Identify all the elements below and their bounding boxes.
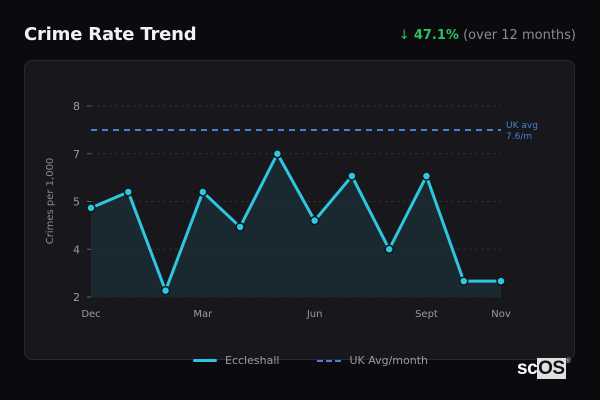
data-point xyxy=(235,222,245,232)
x-tick-label: Sept xyxy=(415,309,438,320)
data-point xyxy=(198,187,208,197)
change-indicator: ↓ 47.1% (over 12 months) xyxy=(399,28,576,43)
data-point xyxy=(123,187,134,197)
y-tick-label: 5 xyxy=(73,196,80,209)
legend-line-swatch-icon xyxy=(193,359,217,362)
page-title: Crime Rate Trend xyxy=(24,24,197,45)
legend-dashed-swatch-icon xyxy=(317,359,342,362)
data-point xyxy=(496,276,506,286)
legend-series-label[interactable]: Eccleshall xyxy=(225,354,280,367)
down-arrow-icon: ↓ xyxy=(398,28,410,43)
x-tick-label: Nov xyxy=(491,309,511,320)
y-tick-label: 7 xyxy=(73,148,80,161)
x-tick-label: Dec xyxy=(81,309,100,320)
change-percent: 47.1% xyxy=(413,28,459,43)
y-tick-label: 8 xyxy=(73,100,80,113)
data-point xyxy=(86,203,96,213)
x-tick-label: Mar xyxy=(193,309,213,320)
data-point xyxy=(272,149,283,159)
legend-avg-label[interactable]: UK Avg/month xyxy=(349,354,428,367)
data-point xyxy=(384,244,394,254)
data-point xyxy=(309,215,320,226)
data-point xyxy=(458,276,469,286)
area-fill xyxy=(91,153,501,297)
x-tick-label: Jun xyxy=(306,309,323,320)
y-axis-label: Crimes per 1,000 xyxy=(45,158,56,245)
uk-avg-annotation: UK avg xyxy=(506,121,538,131)
chart-legend: Eccleshall UK Avg/month xyxy=(193,354,428,367)
change-note: (over 12 months) xyxy=(463,28,576,43)
data-point xyxy=(421,171,432,181)
y-tick-label: 4 xyxy=(73,243,80,256)
series-line xyxy=(90,152,501,293)
scos-logo: scOS® xyxy=(517,358,571,379)
y-tick-label: 2 xyxy=(73,291,80,304)
data-point xyxy=(347,171,357,181)
uk-avg-annotation-value: 7.6/m xyxy=(506,132,532,142)
data-point xyxy=(160,285,171,296)
